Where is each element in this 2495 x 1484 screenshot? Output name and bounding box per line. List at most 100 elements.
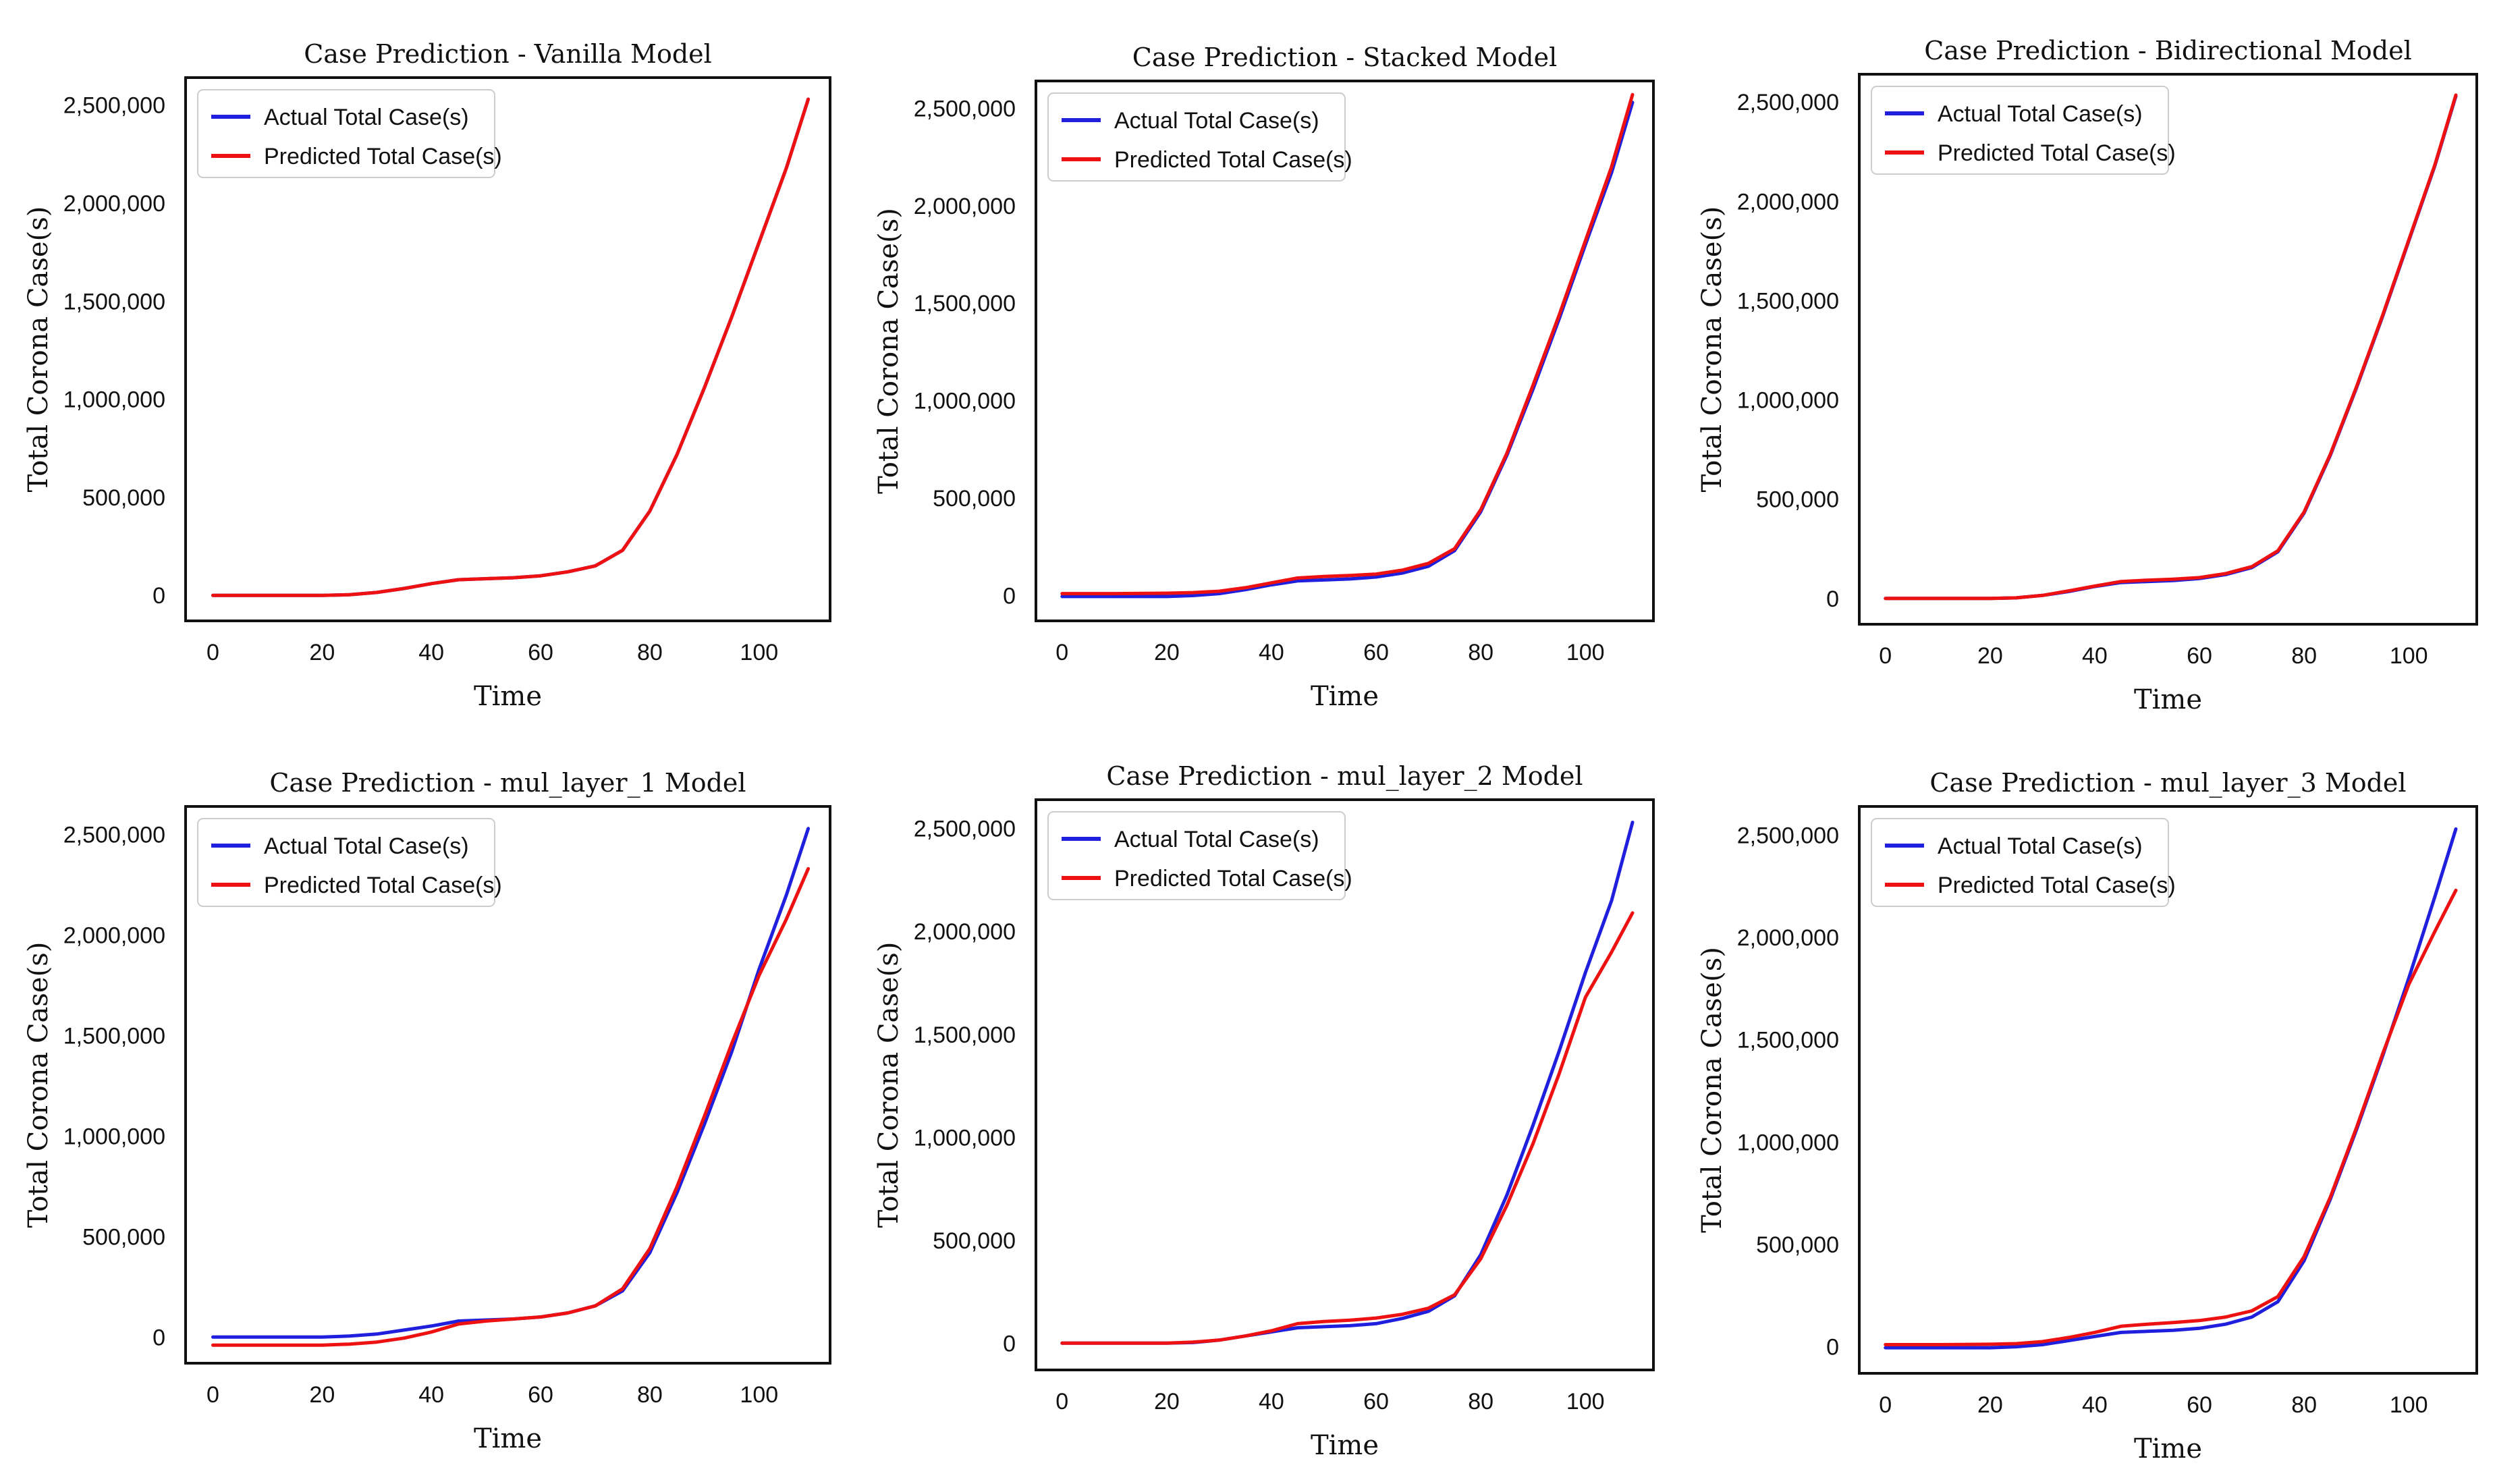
y-axis-label: Total Corona Case(s) [23,942,54,1228]
x-tick-label: 100 [1566,1389,1605,1414]
x-tick-label: 40 [1259,1389,1284,1414]
y-tick-label: 0 [1003,583,1016,609]
x-axis-label: Time [1311,681,1379,712]
x-axis-label: Time [474,1423,542,1454]
x-tick-label: 80 [2291,643,2317,669]
y-tick-label: 2,500,000 [63,823,165,848]
y-tick-label: 1,500,000 [1737,1028,1839,1053]
legend-box [197,818,495,907]
y-tick-label: 1,000,000 [914,1125,1016,1151]
x-tick-label: 40 [418,640,444,665]
y-axis-label: Total Corona Case(s) [873,942,904,1228]
chart-title: Case Prediction - Bidirectional Model [1924,36,2411,65]
x-axis-label: Time [2134,684,2202,715]
x-tick-label: 80 [2291,1392,2317,1418]
legend-box [1871,86,2169,175]
x-tick-label: 100 [2390,1392,2428,1418]
x-axis-label: Time [1311,1430,1379,1461]
y-tick-label: 2,500,000 [914,817,1016,842]
legend-box [1871,818,2169,907]
chart-title: Case Prediction - mul_layer_3 Model [1929,768,2406,798]
y-tick-label: 1,000,000 [1737,388,1839,414]
x-tick-label: 100 [740,640,778,665]
chart-panel-5: Case Prediction - mul_layer_2 Model 0 500,… [873,761,1655,1461]
chart-panel-3: Case Prediction - Bidirectional Model 0 50… [1697,36,2478,715]
y-tick-label: 1,500,000 [1737,288,1839,314]
y-tick-label: 2,500,000 [1737,90,1839,115]
predicted-series-line [1060,911,1635,1345]
legend-box [197,89,495,178]
x-tick-label: 80 [637,1382,663,1408]
x-tick-label: 60 [2187,643,2212,669]
chart-title: Case Prediction - mul_layer_2 Model [1106,761,1583,792]
y-tick-label: 0 [153,1325,165,1350]
chart-title: Case Prediction - mul_layer_1 Model [269,768,746,798]
x-tick-label: 0 [1055,1389,1068,1414]
y-tick-label: 1,000,000 [1737,1130,1839,1155]
predicted-series-line [1884,93,2458,601]
x-tick-label: 60 [2187,1392,2212,1418]
x-tick-label: 100 [2390,643,2428,669]
y-tick-label: 2,000,000 [1737,925,1839,951]
legend-label-actual: Actual Total Case(s) [1938,101,2143,127]
x-axis-label: Time [2134,1433,2202,1464]
y-tick-label: 2,500,000 [914,96,1016,121]
y-tick-label: 500,000 [82,1224,165,1250]
x-tick-label: 20 [1154,640,1180,665]
y-tick-label: 2,000,000 [1737,189,1839,215]
y-tick-label: 2,000,000 [914,919,1016,945]
actual-series-line [1060,821,1635,1345]
y-tick-label: 500,000 [82,485,165,511]
chart-panel-6: Case Prediction - mul_layer_3 Model 0 500,… [1697,768,2478,1464]
legend-label-actual: Actual Total Case(s) [1938,833,2143,859]
chart-panel-1: Case Prediction - Vanilla Model 0 500,000 1… [23,39,831,712]
axes-frame [1858,73,2478,626]
y-tick-label: 2,000,000 [63,191,165,217]
y-tick-label: 500,000 [1756,1232,1839,1258]
y-tick-label: 2,000,000 [63,923,165,949]
x-tick-label: 20 [309,640,335,665]
y-tick-label: 1,000,000 [63,387,165,413]
y-tick-label: 1,500,000 [63,1024,165,1049]
legend-box [1047,811,1346,900]
x-tick-label: 0 [207,640,219,665]
legend-label-actual: Actual Total Case(s) [1114,827,1319,852]
axes-frame [1035,798,1655,1371]
y-axis-label: Total Corona Case(s) [873,208,904,494]
y-tick-label: 1,500,000 [63,289,165,314]
x-tick-label: 0 [1055,640,1068,665]
y-tick-label: 2,500,000 [1737,823,1839,848]
x-tick-label: 40 [2082,1392,2108,1418]
y-tick-label: 0 [1003,1331,1016,1356]
x-tick-label: 0 [1879,1392,1892,1418]
x-tick-label: 20 [1154,1389,1180,1414]
legend-label-predicted: Predicted Total Case(s) [1938,140,2176,166]
x-tick-label: 40 [2082,643,2108,669]
axes-frame [1035,80,1655,622]
y-tick-label: 1,000,000 [63,1124,165,1149]
y-tick-label: 0 [153,583,165,609]
axes-frame [184,805,831,1365]
legend-box [1047,92,1346,182]
legend-label-actual: Actual Total Case(s) [1114,108,1319,134]
axes-frame [184,76,831,622]
y-tick-label: 1,500,000 [914,1022,1016,1048]
legend-label-predicted: Predicted Total Case(s) [1938,873,2176,898]
y-axis-label: Total Corona Case(s) [23,207,54,493]
y-tick-label: 500,000 [1756,487,1839,513]
predicted-series-line [1884,888,2458,1346]
y-tick-label: 0 [1826,586,1839,612]
x-tick-label: 0 [207,1382,219,1408]
x-tick-label: 80 [1468,1389,1493,1414]
x-tick-label: 0 [1879,643,1892,669]
legend-label-actual: Actual Total Case(s) [264,105,469,130]
x-tick-label: 100 [1566,640,1605,665]
predicted-series-line [1060,92,1635,596]
x-tick-label: 80 [1468,640,1493,665]
x-tick-label: 40 [1259,640,1284,665]
legend-label-predicted: Predicted Total Case(s) [264,144,502,169]
legend-label-predicted: Predicted Total Case(s) [1114,866,1352,891]
y-axis-label: Total Corona Case(s) [1697,207,1728,493]
x-tick-label: 60 [528,1382,553,1408]
legend-label-actual: Actual Total Case(s) [264,833,469,859]
